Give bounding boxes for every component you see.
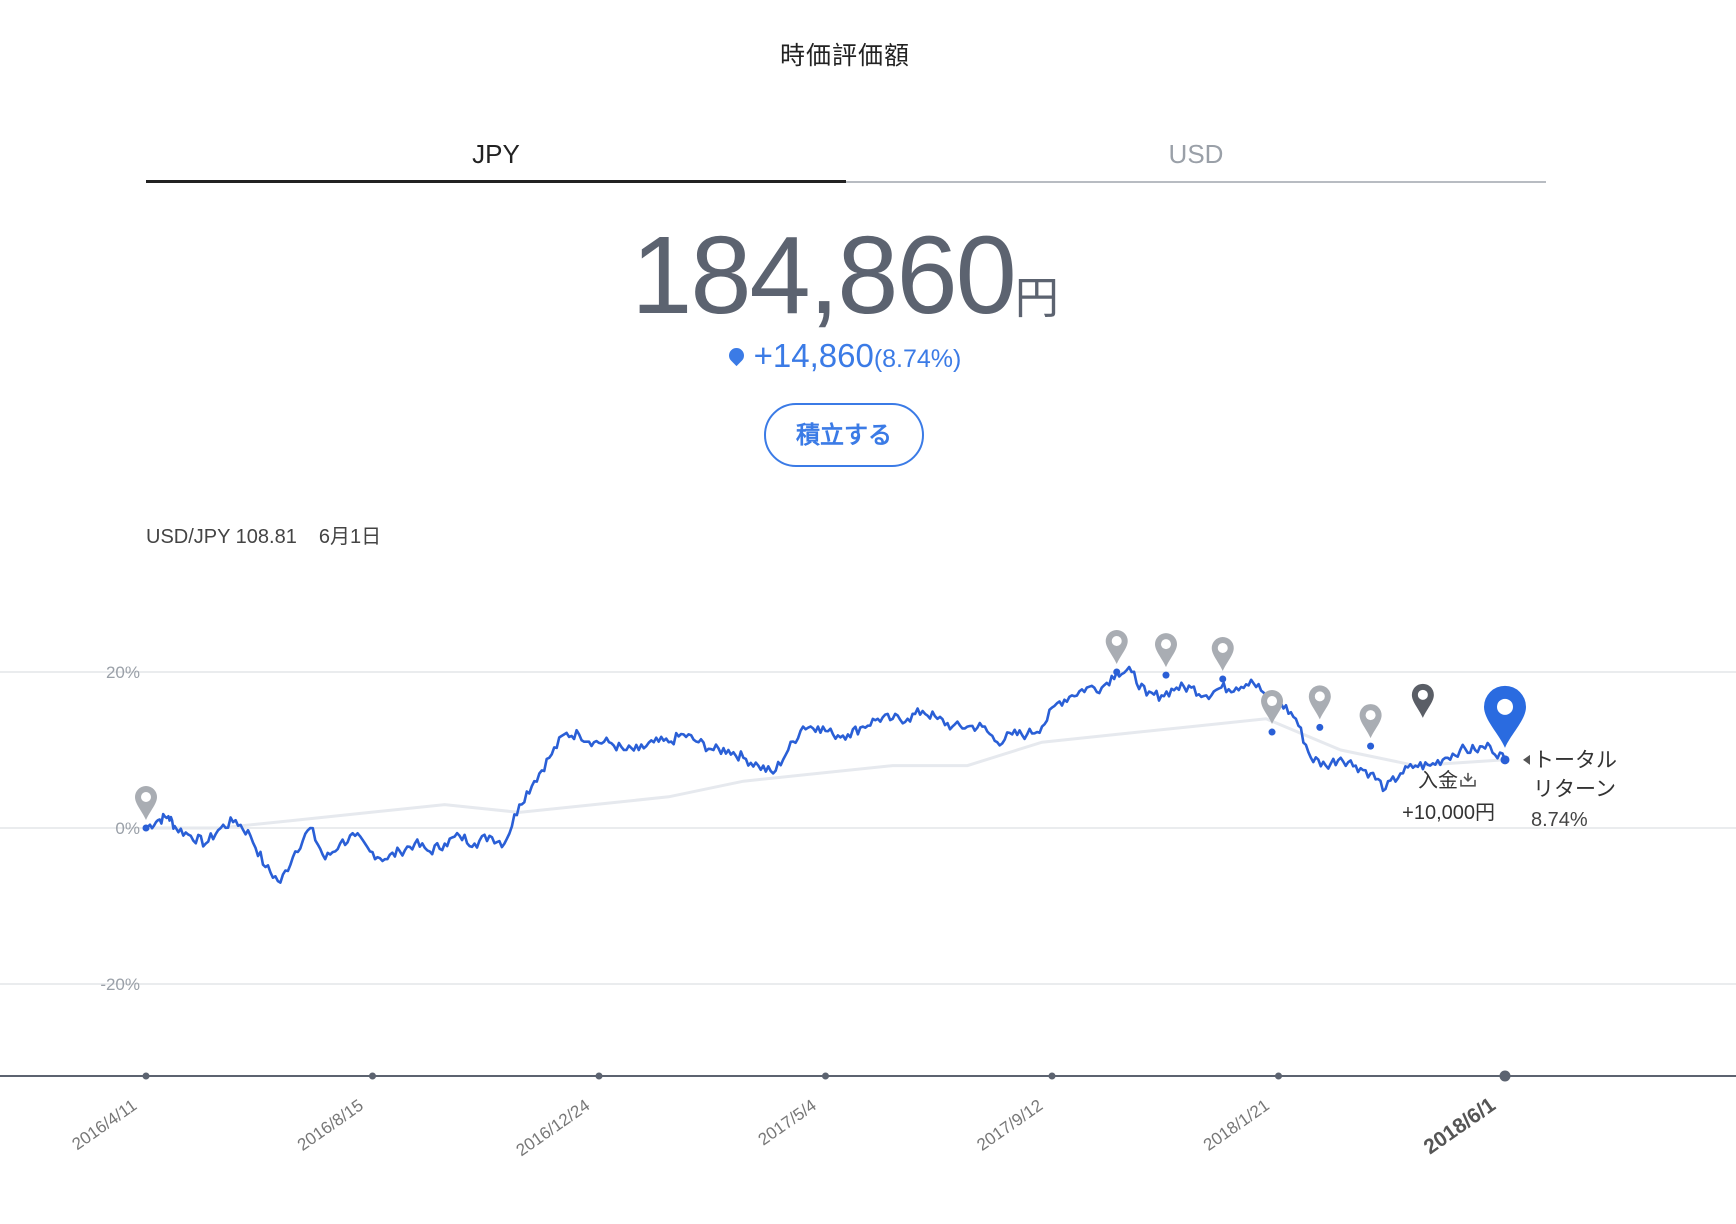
valuation-number: 184,860: [631, 214, 1017, 337]
deposit-icon: [1460, 772, 1476, 787]
event-pin-icon: [1308, 685, 1331, 720]
event-point-dot: [1367, 742, 1375, 750]
fx-date: 6月1日: [318, 526, 382, 548]
benchmark-line: [146, 717, 1506, 830]
x-tick-label: 2016/12/24: [513, 1096, 594, 1160]
pin-center-icon: [141, 792, 151, 802]
event-point-dot: [142, 824, 150, 832]
pin-center-icon: [1217, 643, 1228, 654]
event-pin-icon: [1211, 637, 1234, 672]
x-tick-dot: [1048, 1072, 1056, 1080]
event-point-dot: [1113, 668, 1121, 676]
total-return-label-line1: トータル: [1533, 749, 1617, 772]
y-tick-label: 0%: [115, 819, 140, 838]
valuation-unit: 円: [1014, 274, 1059, 323]
fx-rate-info: USD/JPY 108.81 6月1日: [146, 520, 403, 549]
pin-center-icon: [1497, 698, 1513, 715]
event-point-dot: [1162, 671, 1170, 679]
y-tick-label: -20%: [100, 975, 140, 994]
event-pin-icon: [1261, 690, 1284, 725]
x-tick-label: 2016/8/15: [294, 1096, 367, 1155]
event-pin-icon: [1359, 704, 1382, 739]
event-point-dot: [1268, 728, 1276, 736]
change-indicator-icon: [725, 344, 747, 367]
event-point-dot: [1219, 675, 1227, 683]
change-amount: +14,860: [753, 337, 874, 374]
valuation-change: +14,860(8.74%): [0, 337, 1690, 375]
pin-center-icon: [1365, 710, 1376, 721]
valuation-amount: 184,860円: [0, 212, 1690, 339]
invest-button[interactable]: 積立する: [764, 403, 924, 467]
deposit-amount: +10,000円: [1402, 802, 1495, 824]
x-tick-dot: [1499, 1070, 1511, 1082]
x-tick-dot: [142, 1072, 150, 1080]
pin-center-icon: [1160, 639, 1171, 650]
event-pin-icon: [1154, 633, 1177, 668]
x-tick-dot: [369, 1072, 376, 1080]
x-tick-label: 2017/9/12: [973, 1096, 1046, 1155]
total-return-pointer-icon: [1523, 754, 1530, 765]
total-return-label-line2: リターン: [1533, 778, 1616, 801]
pin-center-icon: [1267, 696, 1278, 707]
pin-center-icon: [1314, 691, 1325, 702]
x-tick-dot: [595, 1072, 603, 1080]
x-tick-label: 2018/1/21: [1200, 1096, 1273, 1155]
x-tick-label: 2018/6/1: [1420, 1093, 1500, 1159]
event-pin-icon: [1105, 630, 1128, 664]
x-tick-label: 2016/4/11: [68, 1096, 140, 1154]
x-tick-dot: [1275, 1072, 1282, 1080]
x-tick-dot: [822, 1072, 829, 1080]
tab-jpy[interactable]: JPY: [146, 128, 846, 183]
current-point-dot: [1500, 755, 1510, 765]
deposit-label: 入金: [1418, 769, 1458, 792]
x-tick-label: 2017/5/4: [755, 1096, 820, 1150]
pin-center-icon: [1111, 636, 1122, 646]
pin-center-icon: [1417, 689, 1428, 700]
page-title: 時価評価額: [779, 41, 910, 70]
currency-tabs: JPY USD: [146, 128, 1546, 183]
y-tick-label: 20%: [106, 663, 140, 682]
event-point-dot: [1316, 723, 1324, 731]
portfolio-line: [145, 665, 1507, 884]
tab-usd[interactable]: USD: [846, 128, 1546, 183]
change-percent: (8.74%): [873, 345, 962, 373]
fx-rate: USD/JPY 108.81: [146, 526, 297, 548]
total-return-value: 8.74%: [1531, 809, 1588, 831]
event-pin-icon: [135, 786, 157, 820]
current-position-pin-icon: [1484, 685, 1526, 748]
event-pin-icon: [1411, 683, 1434, 718]
